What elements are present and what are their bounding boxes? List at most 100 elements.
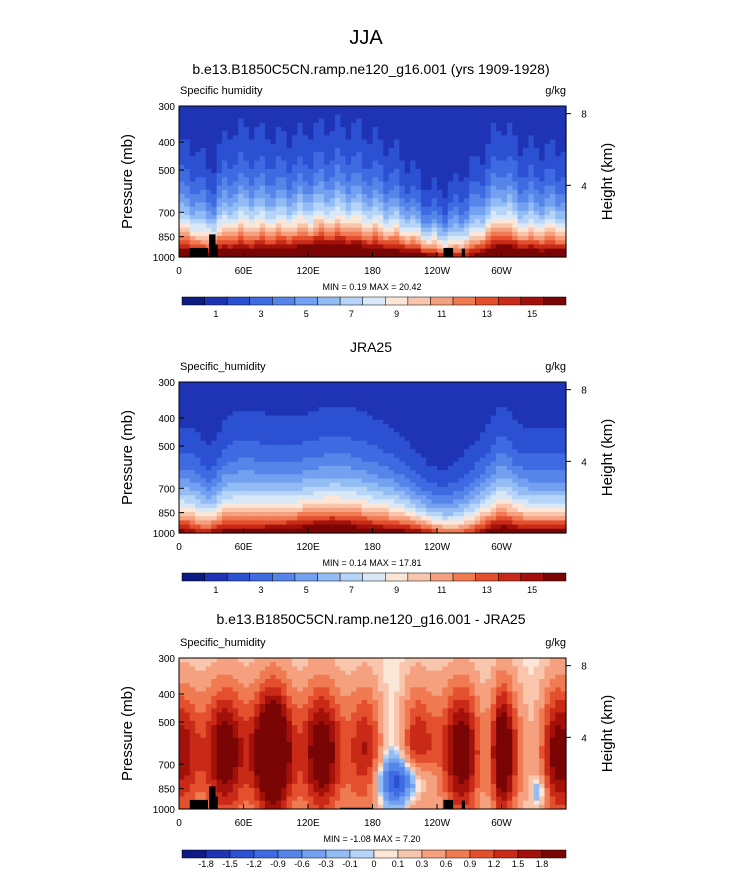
contour-cell <box>248 461 255 467</box>
contour-cell <box>399 432 406 438</box>
contour-cell <box>539 236 546 241</box>
contour-cell <box>420 503 427 509</box>
contour-cell <box>480 402 486 408</box>
contour-cell <box>232 185 239 191</box>
contour-cell <box>474 512 481 517</box>
contour-cell <box>286 382 293 387</box>
contour-cell <box>313 240 320 246</box>
contour-cell <box>361 444 368 450</box>
contour-cell <box>496 173 503 178</box>
contour-cell <box>539 503 546 509</box>
contour-cell <box>528 415 535 421</box>
contour-cell <box>243 402 250 408</box>
contour-cell <box>200 474 207 480</box>
contour-cell <box>528 223 535 229</box>
contour-cell <box>555 512 562 517</box>
contour-cell <box>474 202 481 208</box>
contour-cell <box>345 440 352 446</box>
contour-cell <box>248 440 255 446</box>
contour-cell <box>281 236 288 241</box>
contour-cell <box>426 110 433 115</box>
contour-cell <box>308 423 314 429</box>
contour-cell <box>345 156 352 162</box>
contour-cell <box>179 407 185 412</box>
contour-cell <box>361 160 368 166</box>
contour-cell <box>394 482 400 488</box>
contour-cell <box>377 419 384 425</box>
contour-cell <box>195 503 202 509</box>
contour-cell <box>205 110 212 115</box>
contour-cell <box>388 194 395 199</box>
contour-cell <box>394 495 400 501</box>
contour-cell <box>431 118 438 124</box>
contour-cell <box>205 394 212 400</box>
contour-cell <box>324 428 331 433</box>
contour-cell <box>291 139 298 145</box>
contour-cell <box>420 198 427 204</box>
contour-cell <box>195 139 202 145</box>
contour-cell <box>523 419 529 425</box>
contour-cell <box>286 210 293 216</box>
contour-cell <box>216 436 223 442</box>
contour-cell <box>463 185 470 191</box>
contour-cell <box>485 185 492 191</box>
contour-cell <box>345 189 352 195</box>
contour-cell <box>501 411 508 417</box>
contour-cell <box>555 457 562 463</box>
contour-cell <box>458 126 465 132</box>
contour-cell <box>222 248 228 254</box>
contour-cell <box>254 499 261 505</box>
contour-cell <box>302 189 309 195</box>
contour-cell <box>442 114 449 120</box>
contour-cell <box>474 185 481 191</box>
contour-cell <box>270 512 277 517</box>
contour-cell <box>179 181 185 187</box>
contour-cell <box>334 432 341 438</box>
contour-cell <box>523 499 529 505</box>
contour-cell <box>195 474 202 480</box>
contour-cell <box>501 507 508 513</box>
contour-cell <box>356 428 363 433</box>
contour-cell <box>501 440 508 446</box>
contour-cell <box>480 474 486 480</box>
contour-cell <box>200 444 207 450</box>
contour-cell <box>372 382 379 387</box>
contour-cell <box>469 227 476 233</box>
contour-cell <box>480 189 486 195</box>
contour-cell <box>222 189 228 195</box>
contour-cell <box>248 194 255 199</box>
contour-cell <box>533 444 540 450</box>
contour-cell <box>549 390 556 396</box>
contour-cell <box>227 394 234 400</box>
contour-cell <box>560 495 567 501</box>
contour-cell <box>270 382 277 387</box>
contour-cell <box>420 244 427 250</box>
contour-cell <box>474 252 481 258</box>
contour-cell <box>426 423 433 429</box>
contour-cell <box>485 461 492 467</box>
contour-cell <box>195 160 202 166</box>
contour-cell <box>442 419 449 425</box>
contour-cell <box>205 210 212 216</box>
x-tick-label: 60E <box>235 266 253 277</box>
contour-cell <box>281 495 288 501</box>
contour-cell <box>555 206 562 212</box>
contour-cell <box>238 440 245 446</box>
contour-cell <box>372 248 379 254</box>
contour-cell <box>259 398 266 404</box>
contour-cell <box>179 474 185 480</box>
contour-cell <box>485 126 492 132</box>
contour-cell <box>388 507 395 513</box>
contour-cell <box>517 202 524 208</box>
contour-cell <box>404 248 411 254</box>
contour-cell <box>367 415 374 421</box>
contour-cell <box>453 168 460 174</box>
contour-cell <box>313 143 320 149</box>
contour-cell <box>324 164 331 170</box>
contour-cell <box>356 210 363 216</box>
contour-cell <box>447 402 454 408</box>
contour-cell <box>195 478 202 484</box>
contour-cell <box>227 189 234 195</box>
contour-cell <box>523 436 529 442</box>
contour-cell <box>313 390 320 396</box>
